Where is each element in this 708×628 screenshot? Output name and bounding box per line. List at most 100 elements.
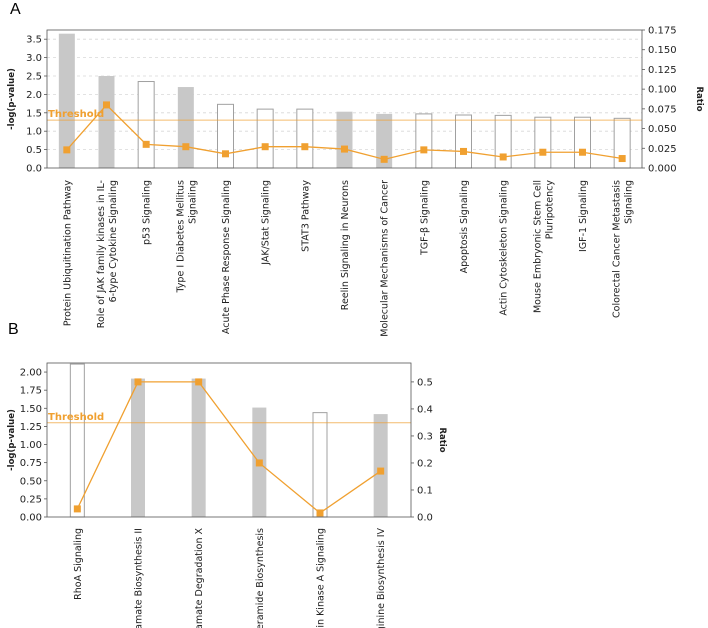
bar: [217, 103, 234, 169]
ratio-point: [222, 150, 229, 158]
bar: [191, 378, 206, 517]
bar: [574, 116, 591, 169]
y-tick-label: 2.5: [26, 72, 42, 83]
ratio-point: [380, 155, 388, 163]
category-label: Actin Cytoskeleton Signaling: [499, 180, 510, 316]
category-label: Arginine Biosynthesis IV: [376, 528, 387, 628]
y2-tick-label: 0.050: [648, 124, 677, 135]
plot-frame: [46, 29, 643, 169]
panel-label: A: [10, 1, 21, 18]
y2-tick-label: 0.000: [648, 164, 677, 175]
y-tick-label: 1.50: [20, 404, 42, 415]
ratio-point: [63, 146, 71, 154]
y-tick-label: 1.0: [26, 127, 42, 138]
category-label: Mouse Embryonic Stem Cell: [532, 180, 543, 313]
y2-tick-label: 0.150: [648, 45, 677, 56]
bar: [137, 81, 155, 169]
ratio-point: [460, 147, 467, 155]
ratio-point: [420, 146, 428, 154]
category-label: Ceramide Biosynthesis: [255, 528, 266, 628]
bar: [177, 87, 194, 168]
chart-panel-a: A Threshold 0.0 0.5 1.0 1.5 2.0 2.5 3.0 3.5 0.000 0…: [7, 1, 704, 337]
ratio-point: [341, 145, 348, 153]
y2-tick-label: 0.100: [648, 85, 677, 96]
category-label: Reelin Signaling in Neurons: [340, 180, 351, 310]
bar: [131, 378, 145, 517]
ratio-point: [377, 467, 385, 475]
y-axis-label: -log(p-value): [7, 68, 17, 130]
category-label: STAT3 Pathway: [300, 180, 311, 252]
ratio-point: [103, 101, 110, 109]
threshold-label: Threshold: [48, 412, 104, 423]
y2-axis-label: Ratio: [694, 86, 704, 111]
threshold-label: Threshold: [48, 109, 104, 120]
bar: [98, 76, 115, 168]
y-tick-label: 2.00: [20, 368, 42, 379]
y-axis-label: -log(p-value): [7, 409, 17, 471]
y-tick-label: 0.0: [26, 164, 42, 175]
y-tick-label: 0.00: [20, 513, 42, 524]
ratio-point: [301, 143, 309, 151]
ratio-point: [539, 148, 547, 156]
category-label: Glutamate Degradation X: [194, 528, 205, 628]
ratio-point: [142, 140, 150, 148]
ratio-point: [261, 143, 269, 151]
category-label: Signaling: [624, 180, 635, 224]
category-label: RhoA Signaling: [73, 528, 84, 600]
ratio-point: [134, 378, 142, 386]
y2-tick-label: 0.3: [417, 431, 433, 442]
y-tick-label: 1.25: [20, 422, 42, 433]
category-label: Acute Phase Response Signaling: [221, 180, 232, 334]
category-label: Pluripotency: [544, 180, 555, 240]
bar: [312, 412, 328, 518]
category-label: TGF-β Signaling: [419, 180, 430, 256]
category-label: p53 Signaling: [142, 180, 153, 245]
y2-tick-label: 0.025: [648, 144, 677, 155]
y-tick-label: 0.75: [20, 458, 42, 469]
bar: [376, 113, 393, 168]
y-tick-label: 0.50: [20, 476, 42, 487]
ratio-point: [255, 459, 263, 467]
category-label: Apoptosis Signaling: [459, 180, 470, 273]
y-tick-label: 0.25: [20, 494, 42, 505]
category-label: Glutamate Biosynthesis II: [134, 528, 145, 628]
bar: [534, 116, 552, 169]
category-label: Colorectal Cancer Metastasis: [612, 180, 623, 318]
bar: [296, 108, 314, 169]
ratio-point: [195, 378, 203, 386]
category-label: 6-type Cytokine Signaling: [108, 180, 119, 302]
y2-axis-label: Ratio: [437, 427, 447, 452]
y-tick-label: 2.0: [26, 90, 42, 101]
ratio-point: [499, 153, 507, 161]
ratio-point: [579, 148, 586, 156]
y2-tick-label: 0.2: [417, 458, 433, 469]
category-label: Type I Diabetes Mellitus: [175, 180, 186, 294]
ratio-point: [182, 143, 190, 151]
ratio-point: [73, 505, 81, 513]
bar: [256, 108, 274, 169]
y-tick-label: 3.0: [26, 53, 42, 64]
category-label: Protein Kinase A Signaling: [316, 528, 327, 628]
plot-frame: [46, 362, 412, 518]
bar: [69, 363, 85, 518]
y-tick-label: 1.75: [20, 386, 42, 397]
y-tick-label: 1.5: [26, 108, 42, 119]
bar: [455, 114, 472, 169]
ratio-point: [618, 155, 626, 163]
y2-tick-label: 0.4: [417, 404, 433, 415]
category-label: Protein Ubiquitination Pathway: [62, 180, 73, 327]
y-tick-label: 0.5: [26, 145, 42, 156]
y-tick-label: 1.00: [20, 440, 42, 451]
category-label: IGF-1 Signaling: [578, 180, 589, 252]
category-label: Molecular Mechanisms of Cancer: [380, 180, 391, 337]
bar: [58, 33, 75, 169]
bar: [415, 113, 433, 169]
y2-tick-label: 0.175: [648, 26, 677, 37]
category-label: Role of JAK family kinases in IL-: [96, 180, 107, 328]
panel-label: B: [8, 321, 19, 338]
y2-tick-label: 0.0: [417, 513, 433, 524]
category-label: Signaling: [187, 180, 198, 224]
y2-tick-label: 0.125: [648, 65, 677, 76]
ratio-point: [316, 509, 324, 517]
